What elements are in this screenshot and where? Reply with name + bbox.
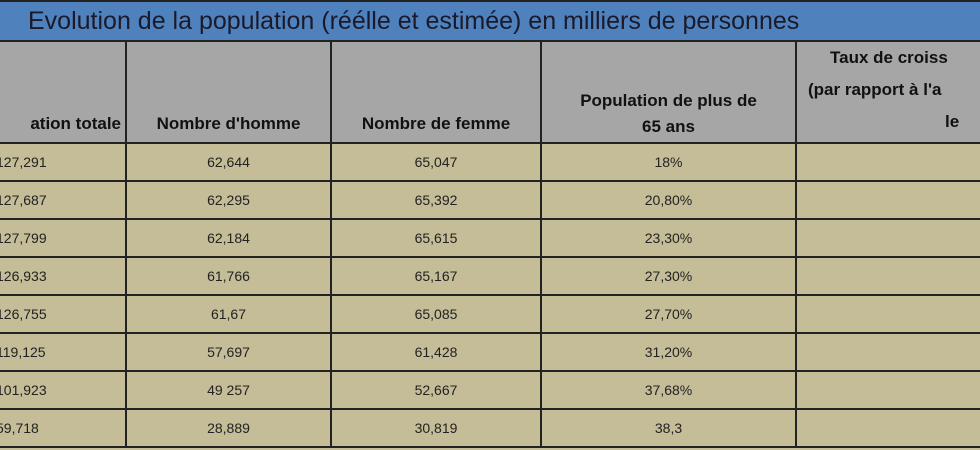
cell-growth[interactable] [797,296,980,334]
cell-women[interactable]: 65,615 [332,220,542,258]
cell-total[interactable]: 127,799 [0,220,127,258]
cell-women[interactable]: 65,167 [332,258,542,296]
cell-men[interactable]: 62,295 [127,182,332,220]
cell-growth[interactable] [797,334,980,372]
header-label: ation totale [30,114,121,133]
cell-growth[interactable] [797,144,980,182]
header-label-line2: 65 ans [642,117,695,136]
cell-growth[interactable] [797,220,980,258]
header-taux-croissance[interactable]: Taux de croiss (par rapport à l'a le [797,42,980,144]
cell-women[interactable]: 65,085 [332,296,542,334]
cell-women[interactable]: 65,047 [332,144,542,182]
cell-men[interactable]: 62,644 [127,144,332,182]
header-label-line2: (par rapport à l'a [808,80,942,99]
cell-total[interactable]: 59,718 [0,410,127,448]
cell-men[interactable]: 49 257 [127,372,332,410]
cell-over65[interactable]: 27,70% [542,296,797,334]
cell-over65[interactable]: 23,30% [542,220,797,258]
cell-growth[interactable] [797,410,980,448]
cell-growth[interactable] [797,258,980,296]
cell-men[interactable]: 28,889 [127,410,332,448]
table-title: Evolution de la population (réélle et es… [0,0,980,42]
cell-total[interactable]: 126,755 [0,296,127,334]
header-nombre-homme[interactable]: Nombre d'homme [127,42,332,144]
cell-over65[interactable]: 37,68% [542,372,797,410]
cell-total[interactable]: 127,291 [0,144,127,182]
header-label: Nombre d'homme [156,114,301,133]
cell-total[interactable]: 101,923 [0,372,127,410]
cell-women[interactable]: 52,667 [332,372,542,410]
cell-men[interactable]: 57,697 [127,334,332,372]
header-label-line1: Population de plus de [580,91,757,110]
cell-growth[interactable] [797,372,980,410]
cell-over65[interactable]: 31,20% [542,334,797,372]
cell-men[interactable]: 62,184 [127,220,332,258]
cell-total[interactable]: 119,125 [0,334,127,372]
cell-over65[interactable]: 38,3 [542,410,797,448]
cell-women[interactable]: 61,428 [332,334,542,372]
cell-women[interactable]: 65,392 [332,182,542,220]
cell-total[interactable]: 127,687 [0,182,127,220]
header-label-line1: Taux de croiss [830,48,948,67]
header-label-line3: le [945,112,960,131]
header-nombre-femme[interactable]: Nombre de femme [332,42,542,144]
cell-over65[interactable]: 18% [542,144,797,182]
cell-over65[interactable]: 20,80% [542,182,797,220]
cell-women[interactable]: 30,819 [332,410,542,448]
cell-total[interactable]: 126,933 [0,258,127,296]
header-population-totale[interactable]: ation totale [0,42,127,144]
cell-men[interactable]: 61,766 [127,258,332,296]
header-label: Nombre de femme [361,114,511,133]
cell-over65[interactable]: 27,30% [542,258,797,296]
header-plus-65-ans[interactable]: Population de plus de 65 ans [542,42,797,144]
cell-growth[interactable] [797,182,980,220]
cell-men[interactable]: 61,67 [127,296,332,334]
